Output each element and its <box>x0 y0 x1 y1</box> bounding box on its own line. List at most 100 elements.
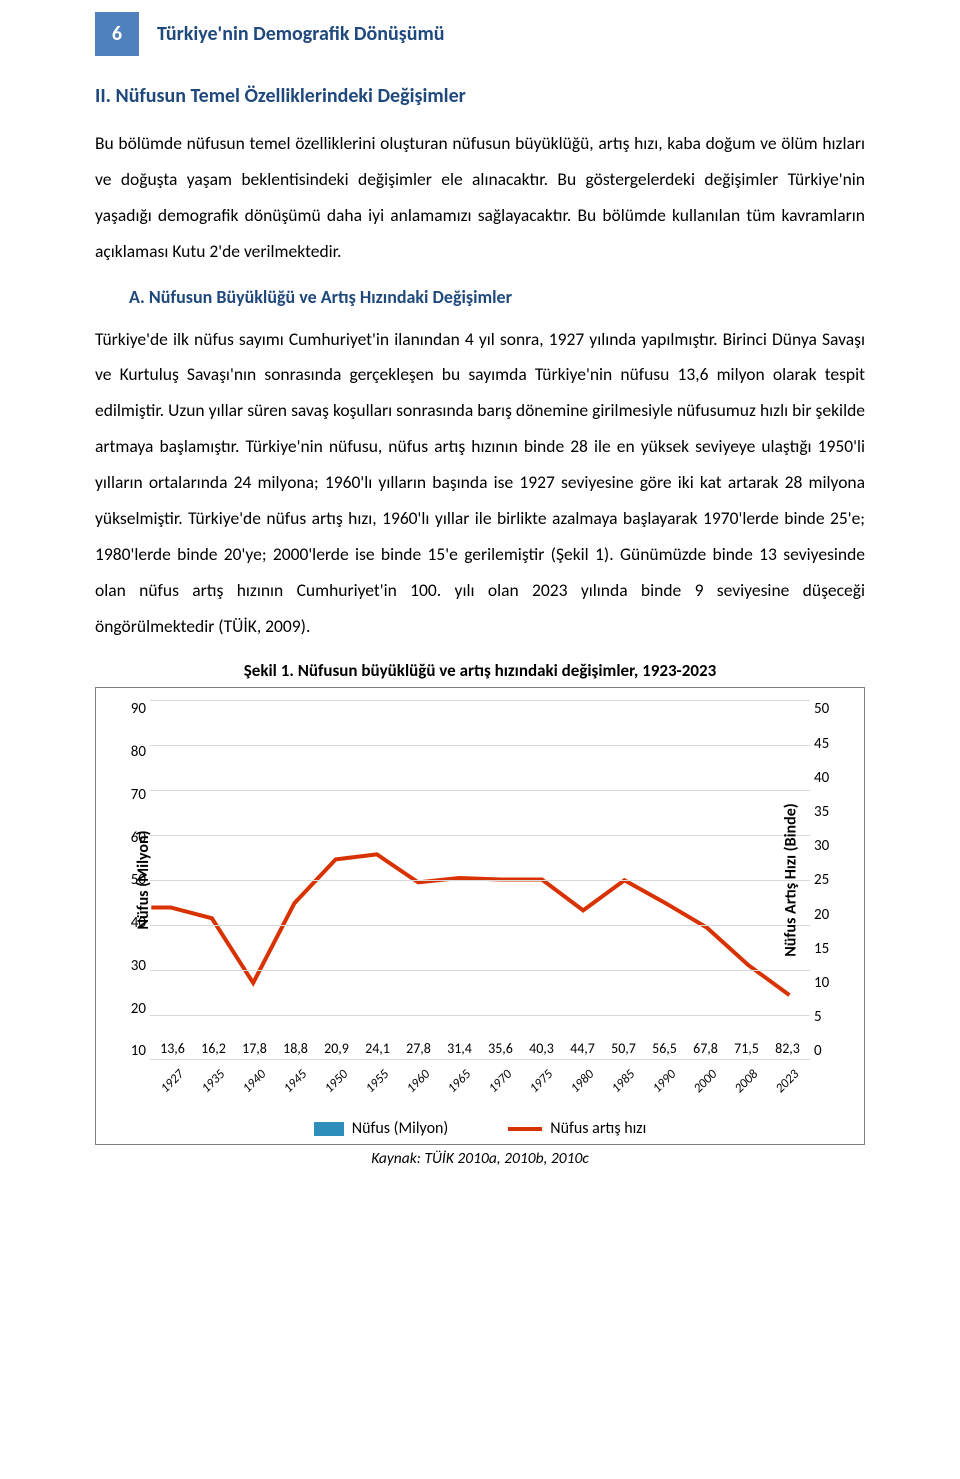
grid-line <box>150 835 810 836</box>
x-tick: 1960 <box>400 1063 437 1100</box>
bar-slot: 24,1 <box>359 1040 396 1059</box>
y-right-tick: 35 <box>814 803 829 821</box>
paragraph-body: Türkiye'de ilk nüfus sayımı Cumhuriyet'i… <box>95 322 865 645</box>
y-right-tick: 0 <box>814 1042 822 1060</box>
grid-line <box>150 1059 810 1060</box>
y-right-tick: 20 <box>814 906 829 924</box>
figure-source: Kaynak: TÜİK 2010a, 2010b, 2010c <box>95 1149 865 1168</box>
bar-slot: 16,2 <box>195 1040 232 1059</box>
x-tick: 1945 <box>277 1063 314 1100</box>
bar-slot: 31,4 <box>441 1040 478 1059</box>
grid-line <box>150 745 810 746</box>
grid-line <box>150 880 810 881</box>
y-left-tick: 30 <box>131 957 146 975</box>
bar-value-label: 56,5 <box>652 1040 677 1057</box>
bar-slot: 67,8 <box>687 1040 724 1059</box>
bar-value-label: 44,7 <box>570 1040 595 1057</box>
plot-region: 13,6 16,2 17,8 18,8 20,9 24,1 27,8 31,4 35,6 40,3… <box>150 700 810 1060</box>
y-right-tick: 25 <box>814 871 829 889</box>
y-axis-left-ticks: 90 80 70 60 50 40 30 20 10 <box>131 700 146 1060</box>
legend-label-line: Nüfus artış hızı <box>550 1119 646 1138</box>
y-right-tick: 15 <box>814 940 829 958</box>
grid-line <box>150 970 810 971</box>
y-right-tick: 5 <box>814 1008 822 1026</box>
y-right-tick: 10 <box>814 974 829 992</box>
y-axis-right-label: Nüfus Artış Hızı (Binde) <box>782 804 801 958</box>
x-axis-ticks: 1927193519401945195019551960196519701975… <box>150 1060 810 1095</box>
x-tick: 1940 <box>236 1063 273 1100</box>
grid-line <box>150 925 810 926</box>
bar-value-label: 31,4 <box>447 1040 472 1057</box>
y-right-tick: 30 <box>814 837 829 855</box>
bar-slot: 13,6 <box>154 1040 191 1059</box>
bar-value-label: 82,3 <box>775 1040 800 1057</box>
bar-value-label: 40,3 <box>529 1040 554 1057</box>
bar-slot: 40,3 <box>523 1040 560 1059</box>
bar-slot: 35,6 <box>482 1040 519 1059</box>
x-tick: 1927 <box>154 1063 191 1100</box>
y-left-tick: 90 <box>131 700 146 718</box>
y-axis-right: Nüfus Artış Hızı (Binde) 504540353025201… <box>810 700 858 1060</box>
y-left-tick: 40 <box>131 914 146 932</box>
bar-value-label: 50,7 <box>611 1040 636 1057</box>
y-left-tick: 80 <box>131 743 146 761</box>
x-tick: 1950 <box>318 1063 355 1100</box>
legend-label-bars: Nüfus (Milyon) <box>352 1119 449 1138</box>
legend-item-line: Nüfus artış hızı <box>508 1119 646 1138</box>
bar-value-label: 16,2 <box>201 1040 226 1057</box>
x-tick: 1935 <box>195 1063 232 1100</box>
bar-value-label: 17,8 <box>242 1040 267 1057</box>
y-left-tick: 20 <box>131 1000 146 1018</box>
grid-line <box>150 1015 810 1016</box>
bar-slot: 27,8 <box>400 1040 437 1059</box>
chart-container: Nüfus (Milyon) 908070605040302010 13,616… <box>95 687 865 1145</box>
page-number-box: 6 <box>95 12 139 56</box>
running-title: Türkiye'nin Demografik Dönüşümü <box>157 22 444 46</box>
bar-slot: 56,5 <box>646 1040 683 1059</box>
x-tick: 2000 <box>687 1063 724 1100</box>
bar-value-label: 20,9 <box>324 1040 349 1057</box>
chart-legend: Nüfus (Milyon) Nüfus artış hızı <box>102 1119 858 1138</box>
bar-slot: 20,9 <box>318 1040 355 1059</box>
x-tick: 1965 <box>441 1063 478 1100</box>
bar-value-label: 18,8 <box>283 1040 308 1057</box>
y-right-tick: 40 <box>814 769 829 787</box>
legend-item-bars: Nüfus (Milyon) <box>314 1119 449 1138</box>
bar-value-label: 71,5 <box>734 1040 759 1057</box>
subsection-heading: A. Nüfusun Büyüklüğü ve Artış Hızındaki … <box>129 286 865 308</box>
bar-slot: 17,8 <box>236 1040 273 1059</box>
legend-swatch-line <box>508 1127 542 1131</box>
bar-value-label: 13,6 <box>160 1040 185 1057</box>
y-axis-right-ticks: 50454035302520151050 <box>814 700 829 1060</box>
paragraph-intro: Bu bölümde nüfusun temel özelliklerini o… <box>95 126 865 270</box>
y-right-tick: 50 <box>814 700 829 718</box>
y-left-tick: 70 <box>131 786 146 804</box>
y-left-tick: 60 <box>131 829 146 847</box>
bar-slot: 82,3 <box>769 1040 806 1059</box>
bar-slot: 44,7 <box>564 1040 601 1059</box>
chart-plot-area: Nüfus (Milyon) 908070605040302010 13,616… <box>102 700 858 1060</box>
x-tick: 1970 <box>482 1063 519 1100</box>
grid-line <box>150 700 810 701</box>
y-left-tick: 50 <box>131 871 146 889</box>
bar-value-label: 27,8 <box>406 1040 431 1057</box>
x-tick: 2023 <box>769 1063 806 1100</box>
bar-value-label: 24,1 <box>365 1040 390 1057</box>
y-left-tick: 10 <box>131 1042 146 1060</box>
grid-line <box>150 790 810 791</box>
x-tick: 1990 <box>646 1063 683 1100</box>
bar-slot: 50,7 <box>605 1040 642 1059</box>
x-tick: 2008 <box>728 1063 765 1100</box>
x-tick: 1975 <box>523 1063 560 1100</box>
figure-caption: Şekil 1. Nüfusun büyüklüğü ve artış hızı… <box>95 660 865 681</box>
running-header: 6 Türkiye'nin Demografik Dönüşümü <box>95 0 865 56</box>
x-tick: 1980 <box>564 1063 601 1100</box>
bar-value-label: 35,6 <box>488 1040 513 1057</box>
x-tick: 1955 <box>359 1063 396 1100</box>
section-heading: II. Nüfusun Temel Özelliklerindeki Değiş… <box>95 84 865 108</box>
legend-swatch-bar <box>314 1122 344 1136</box>
x-tick: 1985 <box>605 1063 642 1100</box>
bar-slot: 71,5 <box>728 1040 765 1059</box>
y-axis-left: Nüfus (Milyon) 908070605040302010 <box>102 700 150 1060</box>
bar-slot: 18,8 <box>277 1040 314 1059</box>
